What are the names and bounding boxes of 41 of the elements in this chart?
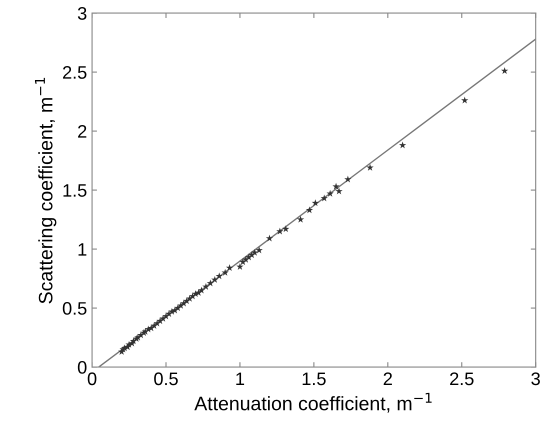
point bbox=[366, 164, 374, 171]
point bbox=[501, 67, 508, 74]
point bbox=[332, 182, 340, 190]
point bbox=[256, 246, 263, 254]
y-tick-label: 2 bbox=[78, 125, 86, 138]
x-axis-title: Attenuation coefficient, m$^{−1}$ bbox=[194, 392, 432, 413]
point bbox=[344, 176, 352, 183]
point bbox=[296, 216, 304, 223]
y-tick-label: 1 bbox=[78, 243, 86, 256]
x-tick-label: 3 bbox=[531, 372, 540, 386]
point bbox=[320, 194, 328, 202]
x-tick-label: 0 bbox=[88, 372, 96, 386]
x-tick-label: 1 bbox=[236, 372, 244, 386]
y-tick-label: 3 bbox=[78, 7, 86, 20]
point bbox=[461, 96, 468, 104]
point bbox=[335, 187, 343, 194]
x-tick-label: 0.5 bbox=[154, 372, 178, 386]
point bbox=[266, 234, 274, 242]
point bbox=[306, 206, 314, 214]
point bbox=[312, 199, 319, 206]
y-axis-title: Scattering coefficient, m$^{−1}$ bbox=[34, 78, 56, 304]
point bbox=[202, 283, 210, 290]
point bbox=[282, 225, 290, 232]
y-tick-label: 0 bbox=[78, 361, 87, 374]
point bbox=[326, 190, 334, 197]
y-tick-label: 1.5 bbox=[63, 184, 86, 197]
x-tick-label: 1.5 bbox=[302, 372, 326, 386]
point bbox=[276, 228, 284, 234]
point bbox=[226, 264, 234, 272]
point bbox=[398, 141, 406, 148]
x-tick-label: 2.5 bbox=[450, 372, 474, 386]
point bbox=[198, 286, 206, 294]
point bbox=[211, 276, 218, 283]
point bbox=[251, 248, 258, 256]
y-tick-label: 0.5 bbox=[62, 302, 86, 315]
point bbox=[236, 262, 244, 270]
point bbox=[222, 268, 229, 276]
point bbox=[216, 272, 223, 280]
x-tick-label: 2 bbox=[384, 372, 392, 386]
point bbox=[206, 280, 214, 286]
y-tick-label: 2.5 bbox=[63, 66, 86, 79]
